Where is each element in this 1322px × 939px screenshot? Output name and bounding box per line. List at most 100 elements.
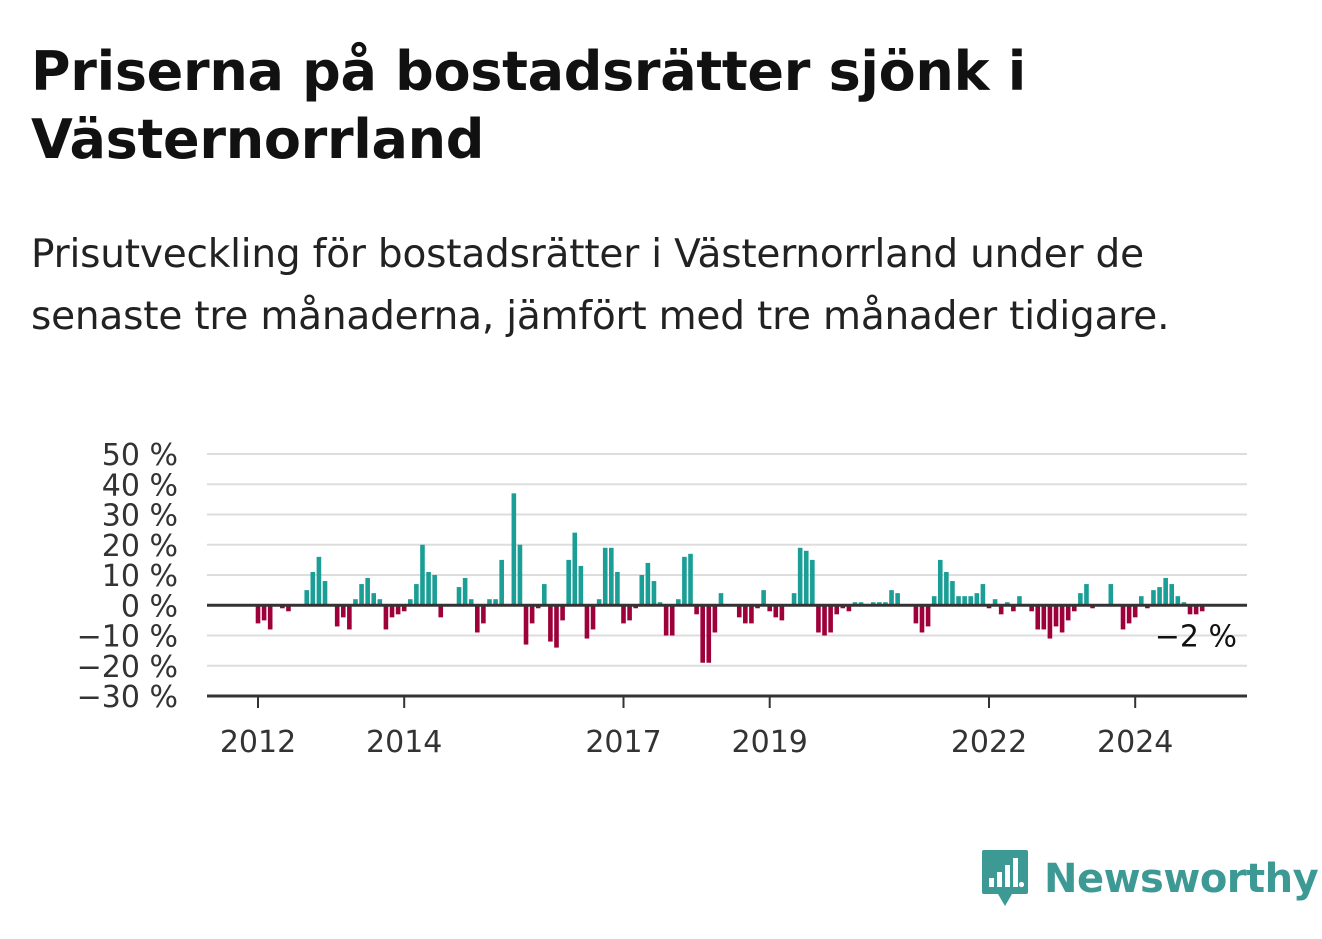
bar (554, 605, 559, 648)
bar (663, 605, 669, 636)
bar (858, 602, 864, 606)
bar (1017, 596, 1022, 606)
bar (1151, 590, 1156, 606)
bar (950, 581, 955, 606)
bar (1053, 605, 1059, 627)
bar (913, 605, 919, 624)
bar (974, 593, 980, 606)
bar (535, 605, 541, 609)
bar (1157, 587, 1162, 606)
bar (602, 547, 608, 606)
bar (286, 605, 291, 612)
bar (633, 605, 638, 609)
bar (682, 556, 687, 606)
bar (657, 602, 663, 606)
bar (1126, 605, 1132, 624)
brand-name: Newsworthy (1044, 856, 1319, 902)
y-tick-label: 30 % (102, 499, 178, 534)
bar (334, 605, 340, 627)
bar (304, 590, 310, 606)
y-tick-label: −10 % (77, 620, 178, 655)
bar (761, 590, 766, 606)
bar (1163, 578, 1168, 606)
bar (773, 605, 779, 618)
y-tick-label: −30 % (77, 680, 178, 715)
bar (968, 596, 974, 606)
bar (822, 605, 827, 636)
bar (895, 593, 900, 606)
bar (255, 605, 261, 624)
x-tick-label: 2024 (1097, 725, 1173, 760)
bar (803, 550, 809, 606)
bar (584, 605, 590, 639)
bar (517, 544, 523, 606)
last-value-label: −2 % (1155, 619, 1237, 654)
bar (316, 556, 322, 606)
bar (992, 599, 998, 606)
bar (791, 593, 797, 606)
chart-title: Priserna på bostadsrätter sjönk i Väster… (31, 40, 1026, 171)
bar (596, 599, 602, 606)
bar (676, 599, 681, 606)
bar (736, 605, 742, 618)
bar (468, 599, 474, 606)
bar (877, 602, 882, 606)
x-tick-label: 2012 (220, 725, 296, 760)
bar (706, 605, 712, 663)
bar (1047, 605, 1053, 639)
bar (481, 605, 486, 624)
newsworthy-logo-icon (982, 850, 1028, 906)
bar (749, 605, 754, 624)
bar (578, 565, 584, 606)
bar (1041, 605, 1047, 630)
bar (609, 547, 614, 606)
x-tick-label: 2022 (951, 725, 1027, 760)
bar (499, 559, 504, 606)
gridlines (207, 453, 1247, 667)
y-tick-label: 0 % (121, 589, 178, 624)
bar (621, 605, 626, 624)
bar (529, 605, 535, 624)
bar (834, 605, 840, 615)
bar (420, 544, 425, 606)
bar (511, 493, 517, 606)
bar (1169, 584, 1175, 606)
bar (310, 571, 316, 606)
bar (846, 605, 852, 612)
bar (840, 605, 846, 609)
bar (986, 605, 992, 609)
bar (322, 581, 328, 606)
bar (925, 605, 931, 627)
y-tick-label: 40 % (102, 468, 178, 503)
bar (377, 599, 383, 606)
bar (267, 605, 273, 630)
brand-logo: Newsworthy (980, 848, 1319, 910)
x-tick-label: 2017 (585, 725, 661, 760)
bar (651, 581, 657, 606)
bar (743, 605, 748, 624)
bar (980, 584, 986, 606)
bar (1132, 605, 1138, 618)
bar (919, 605, 925, 633)
bar (280, 605, 285, 609)
bar (810, 559, 815, 606)
bar (700, 605, 705, 663)
bar (694, 605, 699, 615)
bar (1175, 596, 1181, 606)
bar (407, 599, 413, 606)
bar (523, 605, 529, 645)
bar (359, 584, 364, 606)
bar (944, 571, 949, 606)
y-axis: 50 %40 %30 %20 %10 %0 %−10 %−20 %−30 % (77, 438, 178, 715)
x-axis: 2012 2014 2017 2019 2022 2024 (207, 694, 1247, 760)
bar (669, 605, 675, 636)
bar (797, 547, 803, 606)
bar (395, 605, 401, 615)
bar (432, 575, 437, 606)
bar (627, 605, 632, 621)
bar (1029, 605, 1034, 612)
bar-chart: 50 %40 %30 %20 %10 %0 %−10 %−20 %−30 % 2… (77, 438, 1247, 760)
bar (261, 605, 267, 621)
bar (493, 599, 498, 606)
bars (255, 493, 1205, 663)
